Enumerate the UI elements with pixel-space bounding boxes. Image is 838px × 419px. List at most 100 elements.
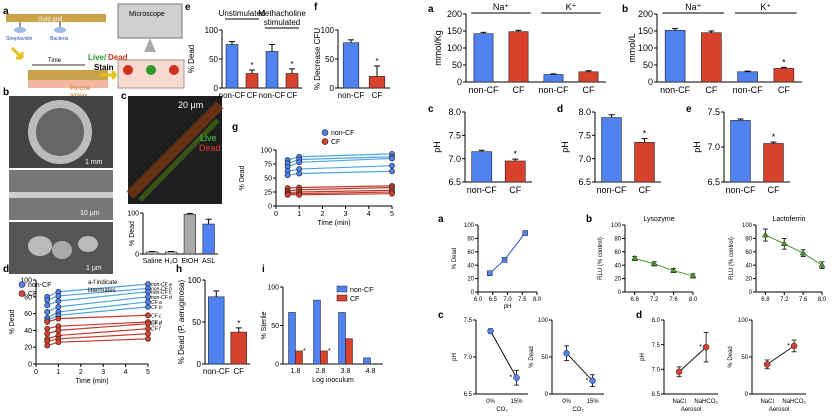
legend-swatch: [336, 285, 348, 293]
bar: [202, 223, 215, 255]
y-tick-label: 100: [611, 223, 622, 229]
bar: [342, 42, 360, 89]
y-tick-label: 100: [742, 223, 753, 229]
data-point: [145, 288, 151, 295]
bar: [288, 312, 296, 365]
y-tick-label: 100: [267, 284, 279, 291]
y-axis-label: pH: [452, 353, 458, 361]
scale-10um: 10 μm: [80, 210, 100, 217]
scale-20um: 20 μm: [178, 100, 203, 110]
y-tick-label: 150: [638, 26, 653, 36]
legend-label: non-CF: [28, 282, 51, 289]
data-point: [589, 377, 596, 384]
y-tick-label: 40: [745, 263, 752, 269]
chart-right-c: 6.5 7.0 7.5 8.0 non-CF * CF pH: [432, 107, 532, 195]
data-point: [55, 298, 62, 304]
line-end-label: non-CF b: [151, 286, 172, 292]
y-tick-label: 80: [24, 294, 32, 301]
arrow-down-icon: [10, 46, 24, 60]
bacteria-shape: [54, 27, 66, 33]
line-end-label: non-CF a: [151, 282, 172, 288]
x-tick-label: 7.6: [799, 297, 808, 303]
significance-asterisk: *: [510, 375, 513, 382]
y-tick-label: 50: [741, 355, 748, 361]
x-axis-label: Time (min): [75, 378, 108, 385]
x-tick-label: non-CF: [219, 91, 246, 100]
group-label: stimulated: [264, 18, 300, 27]
x-tick-label: 4.8: [366, 368, 376, 375]
x-tick-label: non-CF: [733, 85, 764, 95]
y-axis-label: pH: [560, 141, 570, 153]
significance-asterisk: *: [375, 57, 378, 66]
y-tick-label: 0: [745, 392, 749, 398]
y-tick-label: 50: [192, 318, 201, 327]
bar: [508, 31, 529, 83]
y-axis-label: pH: [640, 353, 646, 361]
x-tick-label: 0%: [562, 399, 571, 405]
y-tick-label: 50: [452, 60, 462, 70]
y-axis-label: RLU (% control): [598, 237, 604, 280]
data-point: [55, 303, 62, 310]
group-label: Methacholine: [258, 9, 306, 18]
streptavidin-label: Streptavidin: [6, 36, 33, 42]
significance-asterisk: *: [782, 57, 786, 67]
x-axis-label: CO₂: [496, 407, 508, 413]
bar: [730, 120, 751, 183]
gold-grid-label: Gold grid: [38, 17, 62, 23]
series-line: [46, 296, 149, 313]
chart-left-f: 0 50 100 non-CF * CF % Decrease CFU: [313, 26, 390, 100]
y-tick-label: 60: [614, 250, 621, 256]
bar: [225, 44, 239, 89]
y-tick-label: 60: [467, 250, 474, 256]
data-point: [389, 190, 395, 197]
y-tick-label: 0: [275, 361, 279, 368]
x-tick-label: non-CF: [468, 85, 499, 95]
cross-section-layer: [9, 192, 113, 198]
y-tick-label: 80: [614, 237, 621, 243]
chart-title: Lactoferrin: [772, 216, 805, 223]
gold-grid-bar: [6, 14, 106, 22]
epithelia-layer: [28, 80, 108, 88]
x-tick-label: H₂O: [165, 258, 179, 265]
y-tick-label: 20: [614, 277, 621, 283]
y-tick-label: 8.0: [448, 107, 461, 117]
y-axis-label: pH: [692, 141, 702, 153]
data-point: [44, 342, 51, 349]
x-tick-label: 7.5: [518, 297, 527, 303]
dead-cell-icon: [169, 65, 179, 75]
y-tick-label: 50: [643, 60, 653, 70]
x-tick-label: Saline: [143, 258, 163, 265]
chart-title: Lysozyme: [643, 216, 674, 223]
data-point: [513, 374, 520, 381]
chart-left-g: 0 25 50 75 100 0 1 2 3 4 5 Time (min) % Dead non-CF CF: [239, 129, 395, 227]
data-point: [284, 191, 291, 198]
chart-bottom-d1: 6.5 7.0 7.5 8.0 NaCl * NaHCO₃ Aerosol pH: [640, 318, 718, 413]
streptavidin-shape: [14, 27, 26, 33]
legend-label: non-CF: [331, 130, 354, 137]
y-tick-label: 6.5: [707, 177, 720, 187]
scale-1mm: 1 mm: [85, 159, 103, 166]
x-tick-label: NaHCO₃: [782, 399, 806, 405]
y-tick-label: 0: [197, 360, 202, 369]
series-line: [47, 338, 149, 347]
panel-c: c 20 μm Live Dead 0 100 Saline H₂O EtOH ASL % …: [121, 91, 224, 265]
y-tick-label: 6.5: [652, 392, 661, 398]
x-axis-label: Aerosol: [681, 407, 701, 413]
x-tick-label: NaHCO₃: [694, 399, 718, 405]
y-axis-label: % Dead: [239, 165, 246, 190]
legend-label: CF: [350, 296, 359, 303]
data-point: [631, 254, 639, 261]
live-stain-label: Live/: [88, 53, 107, 62]
y-tick-label: 200: [638, 9, 653, 19]
data-point: [702, 343, 710, 351]
y-tick-label: 7.5: [707, 107, 720, 117]
stain-label: Stain: [94, 63, 114, 72]
y-tick-label: 7.0: [652, 367, 661, 373]
y-tick-label: 100: [738, 318, 749, 324]
x-tick-label: 4: [367, 211, 371, 218]
panel-letter-g: g: [232, 122, 238, 133]
y-tick-label: 20: [467, 277, 474, 283]
bar: [578, 71, 599, 83]
annotation-note: a-f indicate: [88, 280, 118, 286]
